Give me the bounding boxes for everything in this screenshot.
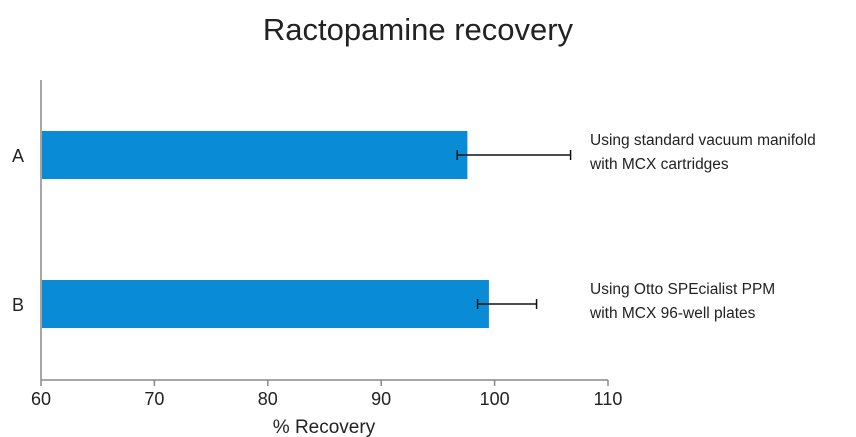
annotations: Using standard vacuum manifold with MCX c… — [589, 132, 816, 322]
category-label: B — [12, 295, 24, 315]
annotation-text: Using standard vacuum manifold — [590, 132, 816, 149]
x-axis-ticks: 60 70 80 90 100 110 — [31, 380, 622, 409]
bars — [42, 131, 489, 328]
category-labels: AB — [12, 146, 24, 315]
x-tick-label: 90 — [371, 389, 391, 409]
x-tick-label: 100 — [480, 389, 510, 409]
annotation-text: Using Otto SPEcialist PPM — [590, 281, 775, 298]
x-tick-label: 80 — [258, 389, 278, 409]
bar-b — [42, 280, 489, 328]
x-tick-label: 110 — [594, 389, 623, 409]
x-tick-label: 60 — [31, 389, 51, 409]
category-label: A — [12, 146, 24, 166]
bar-a — [42, 131, 468, 179]
x-tick-label: 70 — [144, 389, 164, 409]
error-bars — [456, 150, 572, 309]
chart-title: Ractopamine recovery — [263, 12, 574, 47]
x-axis-label: % Recovery — [273, 417, 376, 437]
annotation-text: with MCX 96-well plates — [589, 305, 756, 322]
annotation-text: with MCX cartridges — [589, 156, 729, 173]
